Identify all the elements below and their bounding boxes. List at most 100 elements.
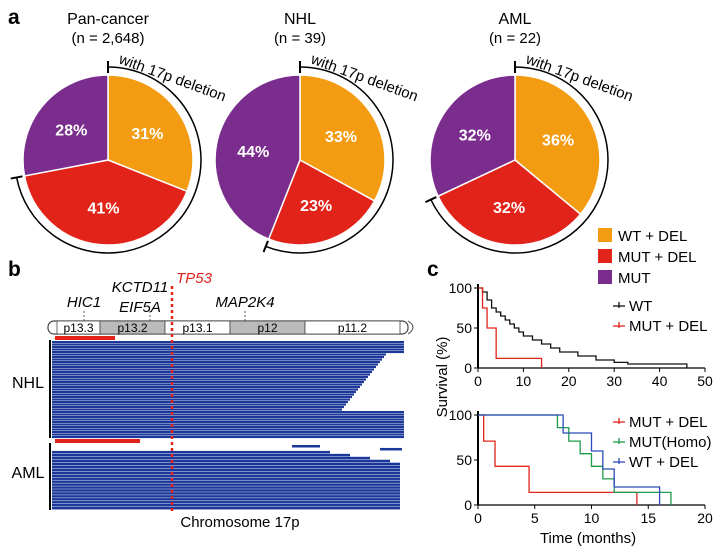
pie-slice (107, 74, 194, 193)
segment-bar (52, 413, 404, 416)
pie-title: AML (499, 11, 532, 28)
x-tick-label: 40 (652, 373, 668, 389)
legend-swatch (598, 228, 612, 242)
segment-bar (52, 388, 358, 391)
deletion-arc-tick (10, 175, 23, 180)
legend-label: WT + DEL (618, 228, 687, 245)
segment-bar (52, 480, 400, 483)
gene-label: EIF5A (119, 299, 161, 316)
km-series-line (478, 414, 661, 505)
segment-bar (52, 489, 400, 492)
segment-bar (52, 462, 400, 466)
segment-bar (52, 501, 400, 504)
gene-label: MAP2K4 (215, 294, 274, 311)
pie-subtitle: (n = 2,648) (72, 30, 145, 47)
y-tick-label: 0 (464, 497, 472, 513)
panel-c-label: c (427, 258, 439, 281)
x-tick-label: 10 (516, 373, 532, 389)
pie-slice-label: 23% (300, 198, 332, 215)
segment-bar (52, 378, 366, 381)
highlight-bar (55, 336, 115, 340)
x-tick-label: 5 (531, 510, 539, 526)
pie-slice (214, 74, 301, 241)
pie-slice-label: 28% (55, 123, 87, 140)
segment-bar (52, 356, 384, 359)
pie-slice-label: 32% (493, 200, 525, 217)
km-series-line (478, 287, 543, 368)
segment-bar (52, 393, 354, 396)
x-tick-label: 20 (561, 373, 577, 389)
deletion-arc (15, 66, 202, 254)
km-series-line (478, 414, 638, 505)
pie-aml: AML(n = 22)36%32%32%with 17p deletion (424, 11, 635, 254)
segment-bar (52, 348, 404, 351)
survival-plots: 0 50 100 0 10 20 30 40 50 WT MUT + DEL 0 50 100 0 5 10 15… (449, 280, 713, 526)
segment-bar (52, 483, 400, 486)
segment-bar (52, 450, 330, 454)
segment-bar (52, 465, 400, 469)
segment-bar (52, 351, 404, 354)
segment-bar (52, 341, 404, 344)
pie-slice-label: 41% (88, 200, 120, 217)
km-legend-label: WT + DEL (629, 454, 698, 471)
segment-bar (52, 492, 400, 495)
pie-slice-label: 31% (131, 126, 163, 143)
y-tick-label: 100 (449, 280, 473, 296)
chromosome-xlabel: Chromosome 17p (180, 514, 299, 531)
segment-bar (52, 471, 400, 475)
pie-slice (22, 74, 109, 177)
panel-a-label: a (8, 6, 20, 29)
segment-bar (52, 426, 404, 429)
chromosome-band (304, 320, 401, 335)
legend-label: MUT (618, 270, 651, 287)
survival-ylabel: Survival (%) (434, 337, 451, 418)
segment-bar (52, 418, 404, 421)
pie-slice (299, 74, 386, 202)
segment-bar (52, 459, 390, 463)
km-series-line (478, 287, 688, 368)
segment-bar (52, 436, 404, 439)
segment-bar (52, 381, 364, 384)
legend: WT + DEL MUT + DEL MUT (598, 228, 697, 287)
centromere (407, 320, 414, 335)
segment-bar (52, 423, 404, 426)
gene-label: TP53 (176, 270, 213, 287)
band-label: p13.3 (63, 321, 93, 335)
km-legend-label: MUT(Homo) (629, 434, 712, 451)
y-tick-label: 50 (456, 320, 472, 336)
pie-nhl: NHL(n = 39)33%23%44%with 17p deletion (214, 11, 420, 254)
legend-swatch (598, 249, 612, 263)
km-legend-label: MUT + DEL (629, 414, 708, 431)
deletion-arc-tick (424, 196, 437, 204)
segment-bar (52, 358, 382, 361)
segment-bar (292, 445, 320, 448)
deletion-arc-tick (262, 240, 269, 253)
x-tick-label: 0 (474, 373, 482, 389)
segment-bar (52, 346, 404, 349)
segment-bar (52, 428, 404, 431)
segment-bar (52, 453, 350, 457)
pie-slice (514, 74, 601, 216)
pie-title: Pan-cancer (67, 11, 149, 28)
gene-label: HIC1 (67, 294, 101, 311)
segment-bar (52, 373, 370, 376)
pie-slice (437, 159, 582, 246)
segment-bar (52, 421, 404, 424)
y-tick-label: 100 (449, 407, 473, 423)
km-legend-label: WT (629, 298, 652, 315)
pie-subtitle: (n = 39) (274, 30, 326, 47)
segment-bar (52, 406, 344, 409)
segment-bar (52, 468, 400, 472)
segment-bar (52, 477, 400, 480)
band-label: p12 (257, 321, 277, 335)
segment-bar (52, 363, 378, 366)
pie-slice (429, 74, 516, 198)
segment-bar (52, 396, 352, 399)
segment-bar (52, 474, 400, 477)
km-series-line (478, 414, 672, 505)
segment-bar (52, 361, 380, 364)
segment-bar (52, 386, 360, 389)
km-plot-1: 0 50 100 0 10 20 30 40 50 WT MUT + DEL (449, 280, 713, 389)
